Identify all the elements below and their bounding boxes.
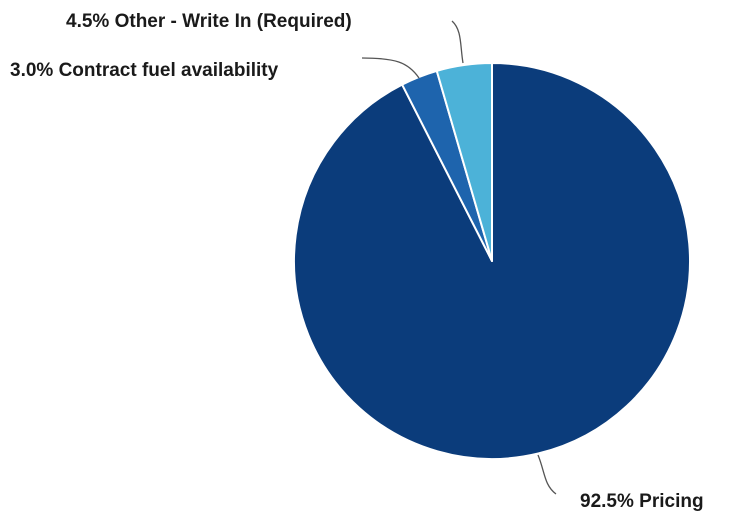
leader-line-pricing — [537, 454, 557, 495]
pie-slices — [293, 62, 691, 460]
leader-line-other — [451, 20, 464, 64]
slice-label-contract-fuel: 3.0% Contract fuel availability — [10, 60, 279, 81]
slice-label-pricing: 92.5% Pricing — [580, 491, 704, 512]
leader-line-contract-fuel — [361, 57, 420, 79]
pie-slice-other-write-in-required — [435, 62, 493, 262]
slice-label-other: 4.5% Other - Write In (Required) — [66, 11, 352, 32]
